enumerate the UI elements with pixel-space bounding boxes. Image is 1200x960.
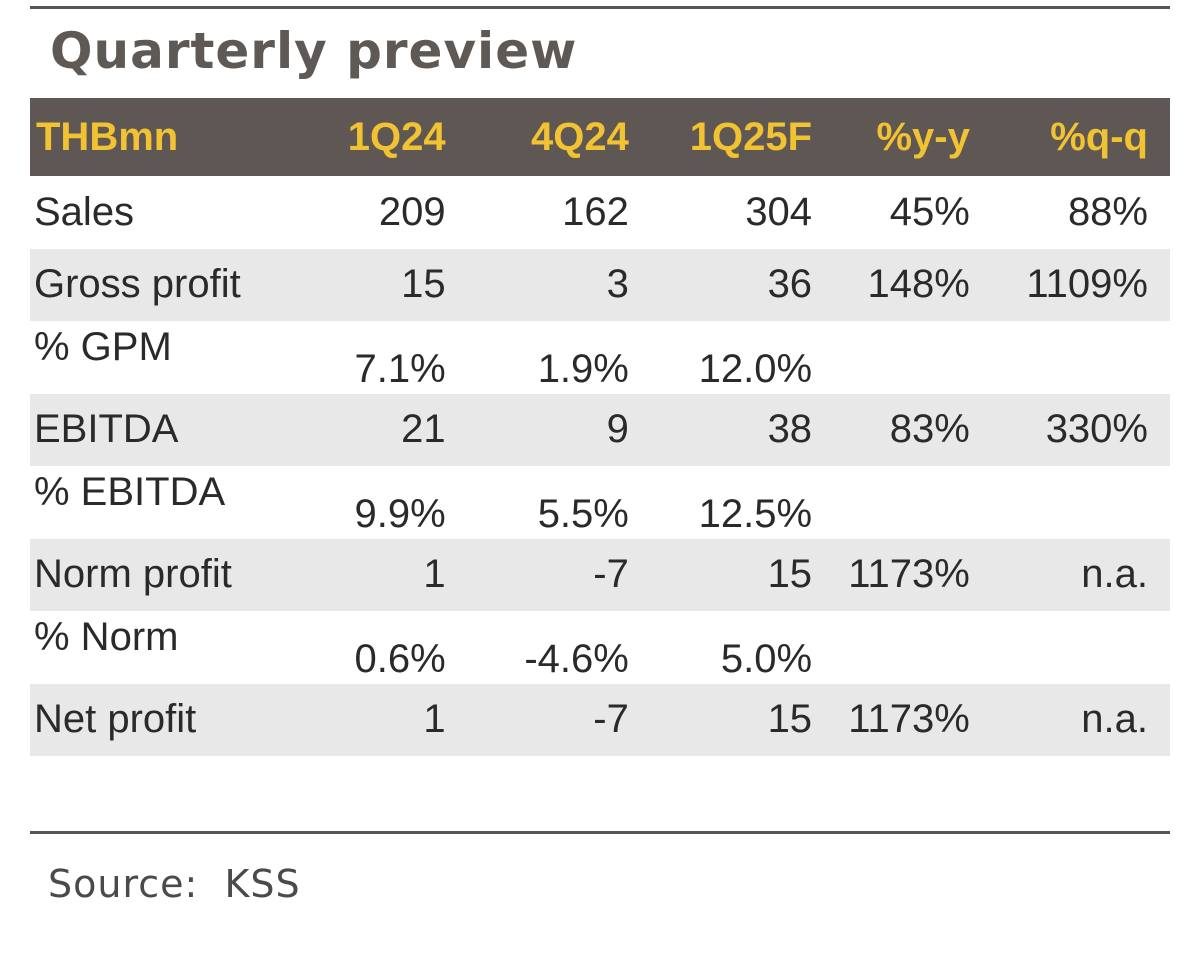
header-cell: 1Q24 <box>347 114 446 159</box>
header-cell: 4Q24 <box>531 114 629 159</box>
row-label: Sales <box>34 189 135 234</box>
header-cell: THBmn <box>36 114 179 159</box>
table-cell <box>992 321 1170 394</box>
header-cell: %y-y <box>876 114 970 159</box>
table-cell <box>834 466 992 539</box>
financial-table: THBmn 1Q24 4Q24 1Q25F %y-y %q-q Sales 20… <box>30 98 1170 756</box>
table-cell: 148% <box>867 262 970 307</box>
table-cell <box>834 321 992 394</box>
row-label: % EBITDA <box>34 470 226 514</box>
header-row: THBmn 1Q24 4Q24 1Q25F %y-y %q-q <box>30 98 1170 176</box>
page-title: Quarterly preview <box>50 22 578 80</box>
table-cell: 1173% <box>848 697 970 742</box>
table-cell: 36 <box>767 262 813 307</box>
table-row: % EBITDA 9.9% 5.5% 12.5% <box>30 466 1170 539</box>
table-cell: 1 <box>423 552 446 597</box>
row-label: Net profit <box>34 697 197 742</box>
header-cell: %q-q <box>1050 114 1148 159</box>
table-cell: 12.5% <box>698 491 813 536</box>
table-body: Sales 209 162 304 45% 88% Gross profit 1… <box>30 176 1170 756</box>
bottom-rule <box>30 831 1170 834</box>
table-cell: n.a. <box>1081 552 1148 597</box>
table-cell: 1109% <box>1026 262 1148 307</box>
table-cell: 209 <box>378 189 446 234</box>
table-cell: 330% <box>1045 407 1148 452</box>
table-row: % GPM 7.1% 1.9% 12.0% <box>30 321 1170 394</box>
table-cell: 21 <box>401 407 446 452</box>
table-cell: 83% <box>889 407 970 452</box>
row-label: % GPM <box>34 325 172 369</box>
table-cell <box>992 466 1170 539</box>
table-cell: 15 <box>767 697 813 742</box>
table-cell <box>834 611 992 684</box>
table-cell: 38 <box>767 407 813 452</box>
table-cell: 9.9% <box>354 491 446 536</box>
table-row: Gross profit 15 3 36 148% 1109% <box>30 248 1170 321</box>
table-cell: 45% <box>889 189 970 234</box>
table-cell: 1 <box>423 697 446 742</box>
table-cell: 88% <box>1067 189 1148 234</box>
table-row: Net profit 1 -7 15 1173% n.a. <box>30 683 1170 756</box>
table-cell <box>992 611 1170 684</box>
table-row: Norm profit 1 -7 15 1173% n.a. <box>30 538 1170 611</box>
header-cell: 1Q25F <box>689 114 813 159</box>
table-cell: 15 <box>767 552 813 597</box>
table-cell: 0.6% <box>354 636 446 681</box>
table-cell: 7.1% <box>354 346 446 391</box>
top-rule <box>30 6 1170 9</box>
source-note: Source: KSS <box>48 862 301 906</box>
table-cell: 1.9% <box>537 346 629 391</box>
table-row: Sales 209 162 304 45% 88% <box>30 176 1170 249</box>
table-cell: 9 <box>606 407 629 452</box>
table-cell: 304 <box>745 189 813 234</box>
table-cell: -7 <box>593 697 629 742</box>
row-label: Gross profit <box>34 262 241 307</box>
table-cell: 1173% <box>848 552 970 597</box>
table-cell: 5.0% <box>720 636 813 681</box>
table-header: THBmn 1Q24 4Q24 1Q25F %y-y %q-q <box>30 98 1170 176</box>
table-row: EBITDA 21 9 38 83% 330% <box>30 393 1170 466</box>
table-cell: n.a. <box>1081 697 1148 742</box>
table-cell: -7 <box>593 552 629 597</box>
row-label: % Norm <box>34 615 179 659</box>
table-cell: 5.5% <box>537 491 629 536</box>
table-cell: -4.6% <box>524 636 629 681</box>
row-label: EBITDA <box>34 407 179 452</box>
table-row: % Norm 0.6% -4.6% 5.0% <box>30 611 1170 684</box>
row-label: Norm profit <box>34 552 232 597</box>
table-cell: 12.0% <box>698 346 813 391</box>
table-cell: 3 <box>606 262 629 307</box>
table-cell: 15 <box>401 262 446 307</box>
table-cell: 162 <box>562 189 629 234</box>
